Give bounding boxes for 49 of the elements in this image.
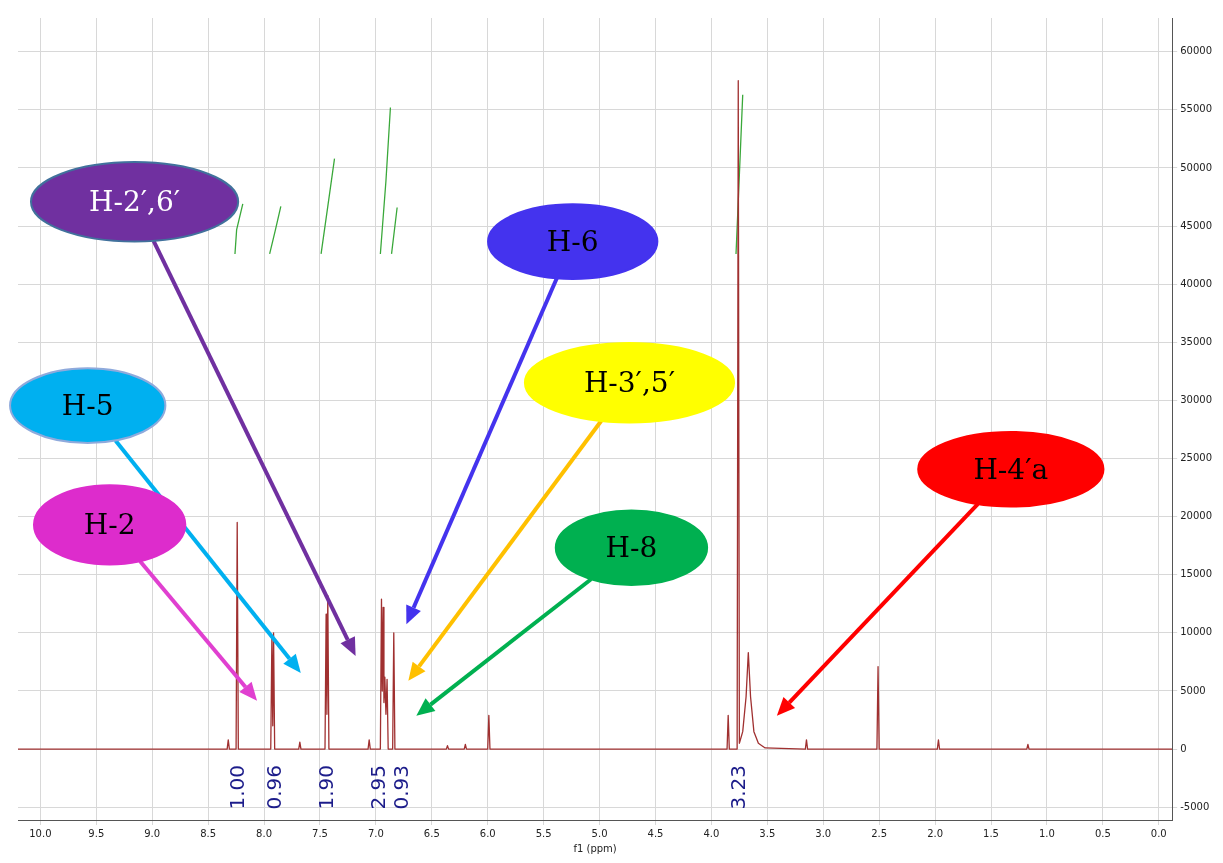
annotation: H-4′a <box>973 452 1049 486</box>
y-tick-label: 55000 <box>1180 103 1212 115</box>
x-tick-label: 4.0 <box>703 827 720 839</box>
annotation: H-6 <box>546 225 599 259</box>
annotation: H-8 <box>605 531 658 565</box>
x-tick-label: 5.0 <box>591 827 608 839</box>
annotation: 1.00 <box>225 764 250 810</box>
x-tick-label: 4.5 <box>647 827 664 839</box>
annotation: 0.93 <box>389 764 414 810</box>
x-tick-label: 9.0 <box>144 827 161 839</box>
x-tick-label: 6.5 <box>423 827 440 839</box>
x-tick-label: 1.5 <box>983 827 999 839</box>
annotation: 2.95 <box>366 764 391 810</box>
y-tick-label: 30000 <box>1180 394 1212 405</box>
x-tick-label: 0.5 <box>1094 827 1111 839</box>
y-tick-label: -5000 <box>1180 800 1210 812</box>
y-tick-label: 15000 <box>1180 568 1212 580</box>
x-tick-label: 6.0 <box>479 827 496 839</box>
x-axis-title: f1 (ppm) <box>573 842 617 854</box>
x-tick-label: 3.5 <box>759 827 776 839</box>
y-tick-label: 20000 <box>1180 510 1212 522</box>
x-tick-label: 2.0 <box>927 827 944 839</box>
x-tick-label: 3.0 <box>815 827 832 839</box>
y-tick-label: 25000 <box>1180 452 1212 464</box>
annotation: 3.23 <box>725 764 750 810</box>
x-tick-label: 9.5 <box>88 827 105 839</box>
x-tick-label: 2.5 <box>871 827 888 839</box>
y-tick-label: 50000 <box>1180 161 1212 173</box>
x-tick-label: 7.0 <box>367 827 384 839</box>
y-tick-label: 5000 <box>1180 684 1206 696</box>
x-tick-label: 8.0 <box>256 827 272 839</box>
annotation: H-3′,5′ <box>583 366 676 400</box>
y-tick-label: 45000 <box>1180 219 1212 231</box>
y-tick-label: 10000 <box>1180 626 1212 638</box>
x-tick-label: 7.5 <box>312 827 328 839</box>
annotation: 1.90 <box>313 764 338 810</box>
annotation: H-2′,6′ <box>89 185 181 219</box>
x-tick-label: 10.0 <box>29 827 52 839</box>
annotation: 0.96 <box>261 764 286 810</box>
y-tick-label: 40000 <box>1180 277 1212 289</box>
x-tick-label: 0.0 <box>1150 827 1167 839</box>
annotation: H-2 <box>83 508 136 542</box>
x-tick-label: 1.0 <box>1038 827 1055 839</box>
y-tick-label: 35000 <box>1180 335 1212 347</box>
annotation: H-5 <box>61 389 114 423</box>
y-tick-label: 0 <box>1180 742 1187 754</box>
x-tick-label: 8.5 <box>200 827 217 839</box>
x-tick-label: 5.5 <box>535 827 552 839</box>
y-tick-label: 60000 <box>1180 45 1212 57</box>
